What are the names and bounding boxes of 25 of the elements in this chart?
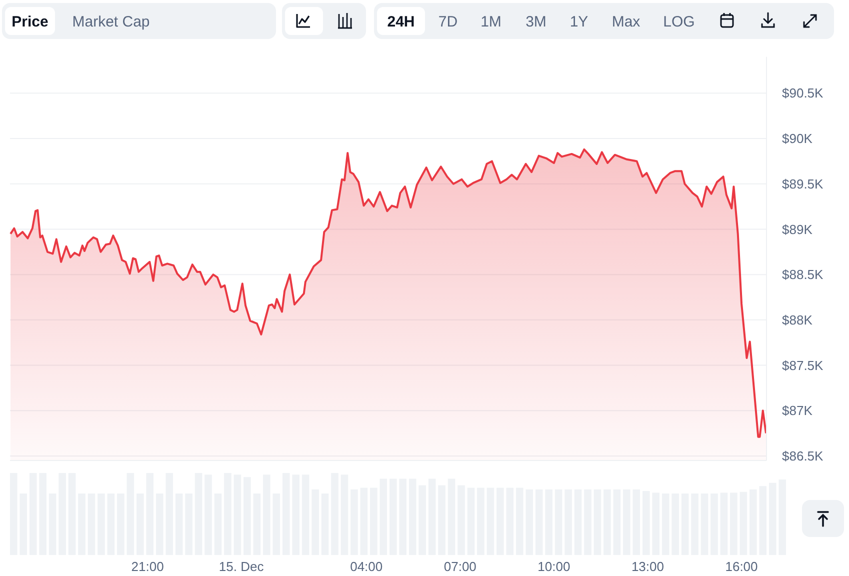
y-tick-label: $86.5K [782, 448, 824, 464]
x-tick-label: 13:00 [631, 559, 664, 574]
y-tick-label: $87K [782, 403, 813, 418]
text: Max [612, 13, 641, 30]
y-tick-label: $90.5K [782, 86, 824, 101]
y-tick-label: $88K [782, 312, 813, 328]
y-tick-label: $89K [782, 222, 813, 237]
text: 7D [438, 13, 458, 30]
x-tick-label: 04:00 [350, 559, 383, 574]
x-tick-label: 16:00 [725, 559, 758, 574]
text: 1M [480, 13, 502, 30]
x-tick-label: 21:00 [131, 559, 164, 574]
y-tick-label: $87.5K [782, 358, 824, 373]
y-tick-label: $88.5K [782, 267, 824, 282]
x-tick-label: 07:00 [444, 559, 476, 574]
text: 3M [526, 13, 546, 30]
text: LOG [663, 13, 695, 30]
y-tick-label: $90K [782, 131, 813, 146]
text: Price [12, 13, 48, 30]
y-tick-label: $89.5K [782, 176, 824, 192]
text: 1Y [570, 13, 588, 30]
x-tick-label: 10:00 [538, 559, 570, 574]
x-tick-label: 15. Dec [218, 559, 264, 574]
text: 24H [387, 13, 415, 30]
text: Market Cap [72, 13, 150, 30]
